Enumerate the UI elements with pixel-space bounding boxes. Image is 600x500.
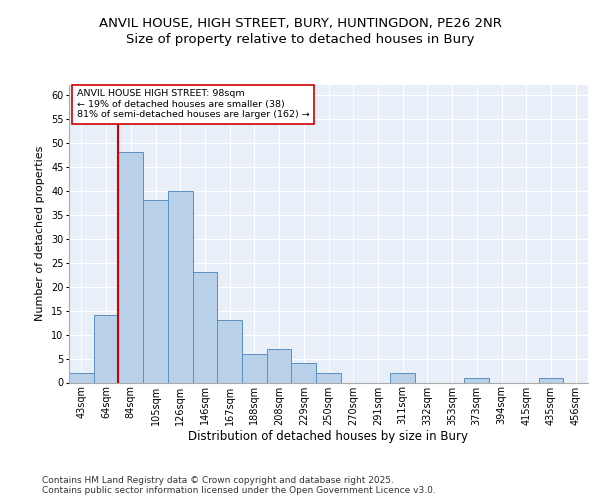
Text: Contains HM Land Registry data © Crown copyright and database right 2025.
Contai: Contains HM Land Registry data © Crown c…: [42, 476, 436, 495]
Bar: [242, 354, 267, 382]
Bar: [118, 152, 143, 382]
Bar: [390, 373, 415, 382]
Bar: [94, 316, 118, 382]
Bar: [539, 378, 563, 382]
Bar: [168, 190, 193, 382]
Bar: [267, 349, 292, 382]
Bar: [69, 373, 94, 382]
Bar: [292, 364, 316, 382]
Y-axis label: Number of detached properties: Number of detached properties: [35, 146, 46, 322]
Bar: [217, 320, 242, 382]
Bar: [143, 200, 168, 382]
Bar: [193, 272, 217, 382]
Text: ANVIL HOUSE, HIGH STREET, BURY, HUNTINGDON, PE26 2NR: ANVIL HOUSE, HIGH STREET, BURY, HUNTINGD…: [98, 18, 502, 30]
Bar: [464, 378, 489, 382]
Text: Size of property relative to detached houses in Bury: Size of property relative to detached ho…: [126, 34, 474, 46]
Text: ANVIL HOUSE HIGH STREET: 98sqm
← 19% of detached houses are smaller (38)
81% of : ANVIL HOUSE HIGH STREET: 98sqm ← 19% of …: [77, 90, 310, 120]
Bar: [316, 373, 341, 382]
X-axis label: Distribution of detached houses by size in Bury: Distribution of detached houses by size …: [188, 430, 469, 443]
